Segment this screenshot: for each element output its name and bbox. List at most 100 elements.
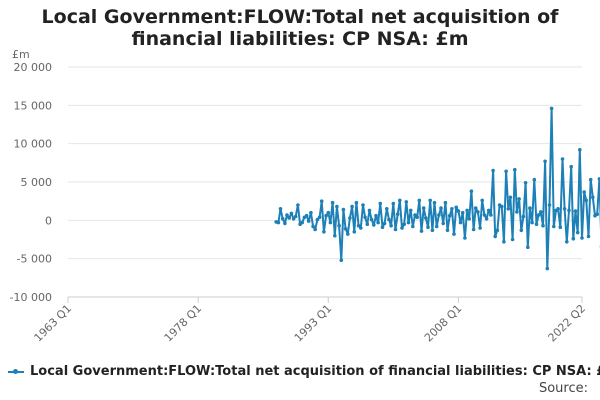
data-point[interactable] (356, 223, 361, 228)
data-point[interactable] (573, 209, 578, 213)
data-point[interactable] (391, 201, 396, 206)
data-point[interactable] (415, 215, 420, 220)
data-point[interactable] (322, 230, 326, 234)
data-point[interactable] (365, 222, 370, 226)
data-point[interactable] (545, 266, 550, 271)
data-point[interactable] (361, 203, 365, 207)
data-point[interactable] (335, 204, 339, 209)
data-point[interactable] (400, 226, 404, 230)
data-point[interactable] (285, 213, 289, 217)
data-point[interactable] (369, 217, 374, 222)
data-point[interactable] (339, 258, 344, 263)
data-point[interactable] (547, 203, 552, 207)
data-point[interactable] (565, 240, 569, 244)
data-point[interactable] (467, 217, 472, 221)
data-point[interactable] (582, 190, 586, 194)
data-point[interactable] (395, 212, 400, 216)
data-point[interactable] (276, 220, 281, 225)
data-point[interactable] (306, 219, 311, 223)
data-point[interactable] (575, 230, 580, 235)
data-point[interactable] (359, 226, 363, 230)
data-point[interactable] (428, 198, 433, 203)
data-point[interactable] (341, 207, 346, 212)
data-point[interactable] (296, 203, 300, 207)
data-point[interactable] (517, 197, 521, 201)
data-point[interactable] (293, 214, 298, 219)
data-point[interactable] (382, 221, 387, 226)
data-point[interactable] (309, 210, 313, 215)
data-point[interactable] (289, 211, 294, 216)
data-point[interactable] (597, 177, 600, 181)
data-point[interactable] (480, 198, 485, 203)
data-point[interactable] (278, 207, 283, 211)
data-point[interactable] (532, 177, 537, 182)
data-point[interactable] (313, 227, 318, 232)
legend[interactable]: Local Government:FLOW:Total net acquisit… (8, 364, 600, 379)
data-point[interactable] (469, 189, 474, 193)
data-point[interactable] (363, 215, 367, 220)
data-point[interactable] (330, 200, 335, 205)
data-point[interactable] (502, 240, 506, 244)
data-point[interactable] (432, 200, 437, 205)
data-point[interactable] (591, 195, 595, 200)
data-point[interactable] (346, 232, 350, 236)
data-point[interactable] (333, 233, 337, 238)
data-point[interactable] (304, 213, 309, 218)
data-point[interactable] (515, 210, 519, 214)
data-point[interactable] (311, 224, 315, 229)
data-point[interactable] (430, 228, 435, 233)
data-point[interactable] (402, 222, 407, 226)
data-point[interactable] (326, 210, 331, 215)
data-point[interactable] (534, 222, 539, 226)
data-point[interactable] (441, 221, 446, 226)
data-point[interactable] (586, 234, 591, 239)
data-point[interactable] (343, 227, 348, 231)
data-point[interactable] (454, 205, 459, 210)
data-point[interactable] (495, 228, 500, 233)
data-point[interactable] (471, 227, 476, 232)
data-point[interactable] (476, 210, 480, 214)
data-point[interactable] (287, 216, 292, 220)
data-point[interactable] (406, 220, 411, 225)
data-point[interactable] (328, 220, 333, 225)
data-point[interactable] (580, 236, 584, 240)
data-point[interactable] (552, 224, 556, 229)
data-point[interactable] (398, 198, 402, 203)
data-point[interactable] (530, 220, 534, 225)
data-point[interactable] (473, 206, 478, 210)
data-point[interactable] (519, 228, 524, 233)
data-point[interactable] (486, 208, 491, 213)
data-point[interactable] (389, 223, 393, 228)
data-point[interactable] (556, 207, 560, 211)
data-point[interactable] (372, 223, 376, 227)
data-point[interactable] (354, 200, 359, 205)
data-point[interactable] (352, 230, 357, 234)
data-point[interactable] (434, 224, 439, 229)
data-point[interactable] (539, 210, 543, 214)
data-point[interactable] (319, 199, 324, 203)
data-point[interactable] (543, 159, 547, 164)
data-point[interactable] (571, 236, 576, 241)
data-point[interactable] (506, 207, 511, 211)
data-point[interactable] (484, 217, 489, 221)
data-point[interactable] (300, 220, 305, 225)
data-point[interactable] (378, 201, 383, 206)
data-point[interactable] (493, 234, 498, 239)
data-point[interactable] (437, 213, 441, 217)
data-point[interactable] (387, 217, 391, 222)
data-point[interactable] (500, 204, 504, 209)
data-point[interactable] (528, 206, 532, 210)
data-point[interactable] (549, 106, 554, 111)
data-point[interactable] (385, 207, 389, 211)
data-point[interactable] (417, 198, 422, 203)
data-point[interactable] (562, 207, 567, 211)
data-point[interactable] (536, 213, 541, 217)
data-point[interactable] (413, 213, 417, 217)
data-point[interactable] (380, 225, 385, 229)
data-point[interactable] (541, 223, 545, 228)
data-point[interactable] (408, 208, 413, 213)
data-point[interactable] (443, 200, 448, 205)
data-point[interactable] (376, 220, 380, 225)
data-point[interactable] (367, 208, 372, 213)
data-point[interactable] (421, 206, 426, 210)
